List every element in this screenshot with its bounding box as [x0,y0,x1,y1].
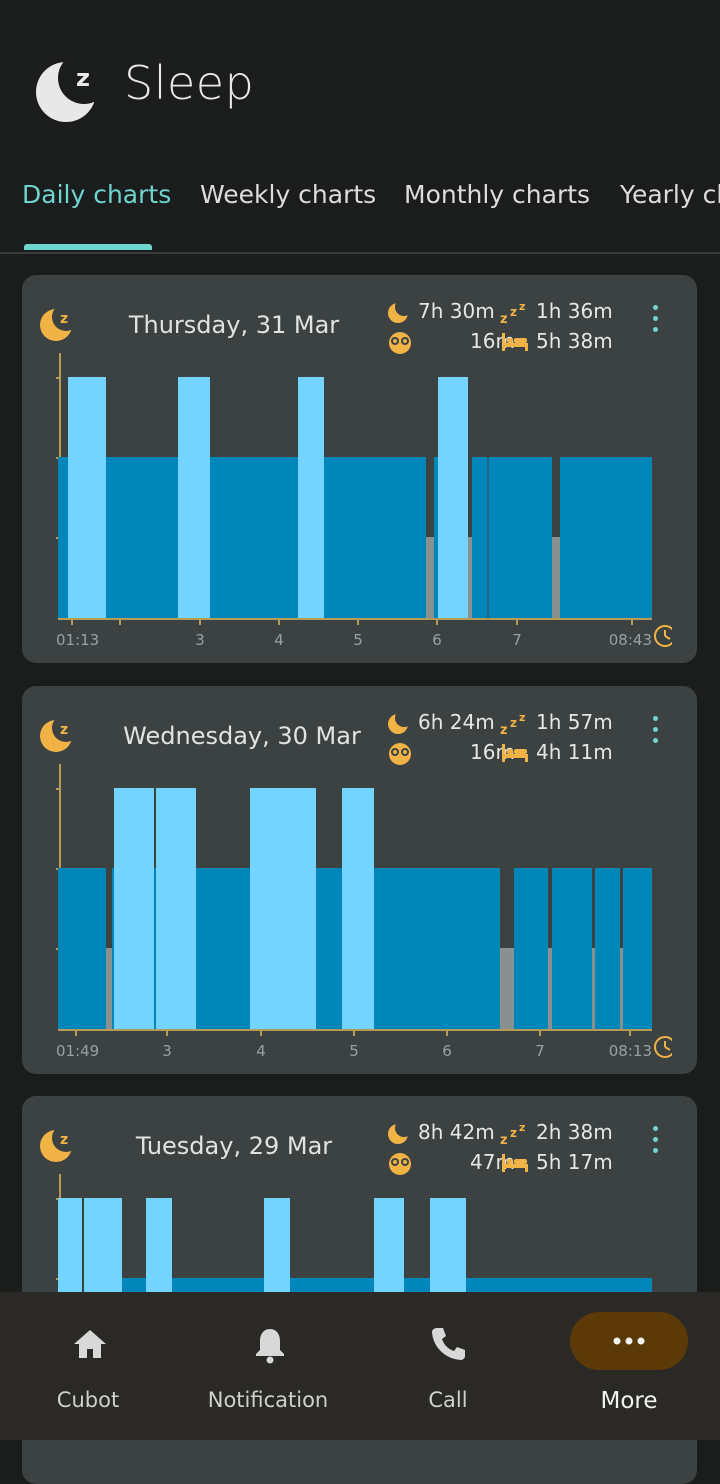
in-bed-value: 5h 38m [536,329,613,353]
tab-daily-charts[interactable]: Daily charts [22,180,172,209]
svg-text:z: z [510,1126,517,1140]
nav-call[interactable]: Call [358,1292,538,1440]
clock-icon [654,625,672,647]
bottom-navigation: Cubot Notification Call More [0,1292,720,1440]
x-tick: 4 [256,1042,266,1060]
tab-yearly-charts[interactable]: Yearly charts [620,180,720,209]
active-tab-indicator [24,244,152,250]
chart-end-time: 08:43 [609,631,652,649]
home-icon [74,1330,106,1358]
bed-icon [502,1154,528,1172]
moon-icon [388,1120,412,1144]
owl-icon [389,743,411,765]
svg-text:z: z [60,722,68,738]
moon-icon [388,299,412,323]
sleep-moon-icon: z [40,714,78,752]
svg-text:z: z [519,1121,525,1134]
x-tick: 7 [512,631,522,649]
card-date: Wednesday, 30 Mar [123,722,361,750]
chart-start-time: 01:13 [56,631,99,649]
nav-label: Notification [207,1388,329,1412]
nav-cubot[interactable]: Cubot [0,1292,180,1440]
in-bed-value: 4h 11m [536,740,613,764]
header: z Sleep [0,0,720,160]
tab-monthly-charts[interactable]: Monthly charts [404,180,591,209]
svg-text:z: z [519,711,525,724]
sleep-moon-icon: z [40,303,78,341]
owl-icon [389,332,411,354]
total-sleep-value: 8h 42m [418,1120,495,1144]
nav-notification[interactable]: Notification [180,1292,360,1440]
sleep-app-icon: z [36,52,104,122]
nav-label: Call [428,1388,468,1412]
sleep-chart: 01:13 3 4 5 6 7 08:43 [56,353,672,649]
svg-text:z: z [60,1132,68,1148]
chart-end-time: 08:13 [609,1042,652,1060]
bed-icon [502,744,528,762]
tab-bar: Daily charts Weekly charts Monthly chart… [0,160,720,254]
card-menu-button[interactable] [651,716,659,746]
svg-text:z: z [510,305,517,319]
bed-icon [502,333,528,351]
phone-icon [432,1328,465,1360]
x-tick: 5 [353,631,363,649]
x-tick: 5 [349,1042,359,1060]
svg-text:z: z [500,312,508,325]
moon-icon [388,710,412,734]
x-tick: 3 [162,1042,172,1060]
sleep-moon-icon: z [40,1124,78,1162]
total-sleep-value: 6h 24m [418,710,495,734]
total-sleep-value: 7h 30m [418,299,495,323]
card-date: Tuesday, 29 Mar [135,1132,333,1160]
clock-icon [654,1036,672,1058]
deep-sleep-value: 2h 38m [536,1120,613,1144]
svg-text:z: z [76,64,90,92]
card-date: Thursday, 31 Mar [128,311,340,339]
chart-start-time: 01:49 [56,1042,99,1060]
svg-text:z: z [510,716,517,730]
more-button[interactable] [570,1312,688,1370]
card-menu-button[interactable] [651,1126,659,1156]
x-tick: 6 [432,631,442,649]
nav-label: Cubot [56,1388,120,1412]
tab-weekly-charts[interactable]: Weekly charts [200,180,377,209]
svg-text:z: z [60,311,68,327]
card-menu-button[interactable] [651,305,659,335]
more-icon [613,1337,645,1345]
in-bed-value: 5h 17m [536,1150,613,1174]
nav-more-label[interactable]: More [600,1388,658,1414]
owl-icon [389,1153,411,1175]
x-tick: 6 [442,1042,452,1060]
svg-text:z: z [500,723,508,736]
deep-sleep-value: 1h 36m [536,299,613,323]
svg-text:z: z [500,1133,508,1146]
x-tick: 7 [535,1042,545,1060]
x-tick: 3 [195,631,205,649]
svg-text:z: z [519,300,525,313]
deep-sleep-value: 1h 57m [536,710,613,734]
app-title: Sleep [124,56,255,110]
x-tick: 4 [274,631,284,649]
bell-icon [256,1329,284,1364]
sleep-chart: 01:49 3 4 5 6 7 08:13 [56,764,672,1060]
